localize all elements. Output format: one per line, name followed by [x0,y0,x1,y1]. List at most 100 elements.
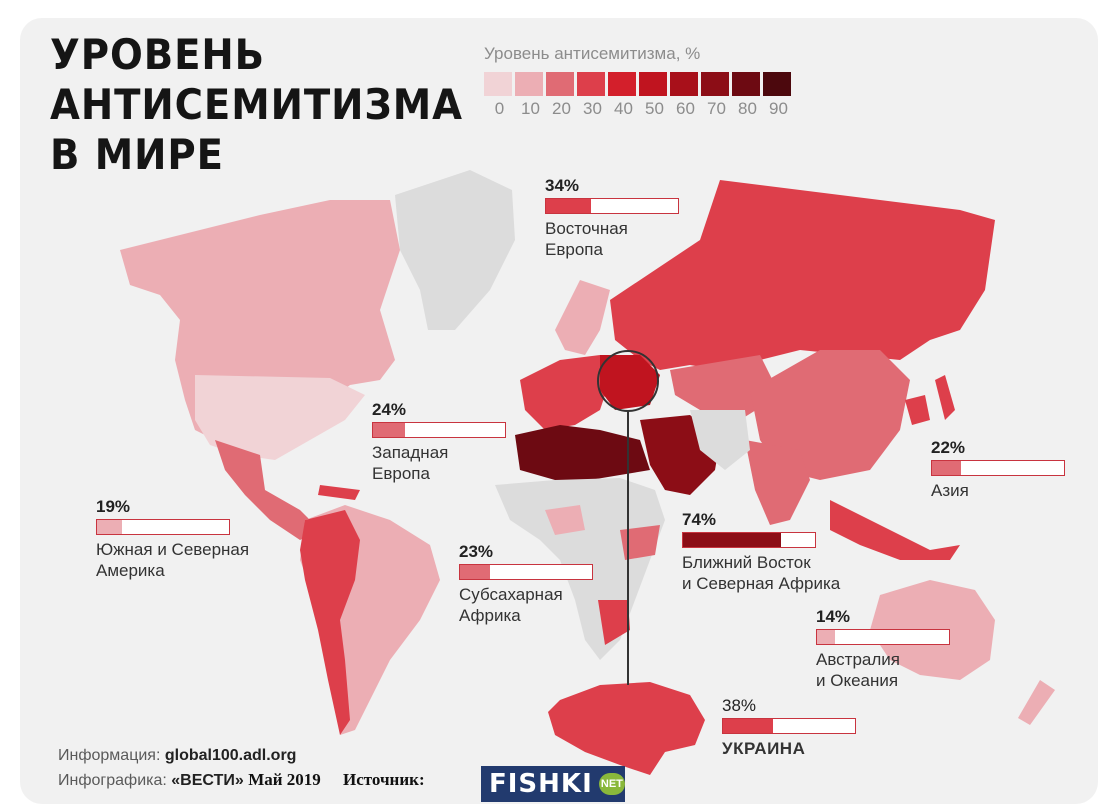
region-australia: 14% Австралия и Океания [816,607,950,691]
infographic-value: «ВЕСТИ» [171,772,244,789]
region-name: Австралия и Океания [816,650,900,690]
region-bar [931,460,1065,476]
legend-tick: 60 [676,99,695,118]
source-label: Источник: [343,770,425,789]
legend-tick: 30 [583,99,602,118]
legend-swatch [546,72,574,96]
western-south-america [300,510,360,735]
legend-tick: 80 [738,99,757,118]
region-western-europe: 24% Западная Европа [372,400,506,484]
region-bar-fill [817,630,836,644]
legend-swatch [701,72,729,96]
legend-swatches [484,72,794,96]
legend-tick: 50 [645,99,664,118]
region-bar-fill [723,719,774,733]
western-europe-map [520,355,610,430]
legend-tick: 40 [614,99,633,118]
scandinavia [555,280,610,355]
north-africa [515,425,650,480]
region-bar-fill [373,423,405,437]
legend-swatch [515,72,543,96]
title-line-2: АНТИСЕМИТИЗМА [50,80,463,129]
infographic-label: Инфографика: [58,772,167,789]
iran-area [690,410,750,470]
region-percent: 74% [682,510,717,529]
region-bar [682,532,816,548]
russia [610,180,995,370]
region-bar-fill [97,520,123,534]
region-sub-saharan-africa: 23% Субсахарная Африка [459,542,593,626]
ukraine-map [548,682,705,775]
region-name: Западная Европа [372,443,449,483]
legend-swatch [639,72,667,96]
legend-swatch [670,72,698,96]
region-eastern-europe: 34% Восточная Европа [545,176,679,260]
region-bar-fill [932,461,962,475]
region-ukraine: 38% УКРАИНА [722,696,856,759]
region-percent: 19% [96,497,131,516]
region-percent: 34% [545,176,580,195]
ssa-highlight-2 [620,525,660,560]
southeast-asia [830,500,960,560]
region-americas: 19% Южная и Северная Америка [96,497,249,581]
china [750,350,910,480]
legend-tick: 20 [552,99,571,118]
footer-info-line: Информация: global100.adl.org [58,744,425,768]
region-percent: 22% [931,438,966,457]
caribbean [318,485,360,500]
footer: Информация: global100.adl.org Инфографик… [58,744,425,793]
title-line-1: УРОВЕНЬ [50,30,266,79]
info-label: Информация: [58,747,161,764]
page-title: УРОВЕНЬ АНТИСЕМИТИЗМА В МИРЕ [50,30,499,180]
region-name: Субсахарная Африка [459,585,563,625]
logo-text: FISHKI [489,769,593,799]
region-bar [459,564,593,580]
legend-swatch [608,72,636,96]
legend-swatch [763,72,791,96]
region-bar [545,198,679,214]
region-asia: 22% Азия [931,438,1065,501]
legend-swatch [484,72,512,96]
region-percent: 38% [722,696,757,715]
ssa-highlight-3 [598,600,630,645]
legend: Уровень антисемитизма, % 0 10 20 30 40 5… [484,44,794,119]
india [745,440,810,525]
mexico-central-america [215,440,320,540]
date: Май 2019 [248,770,321,789]
region-bar [816,629,950,645]
new-zealand [1018,680,1055,725]
legend-tick: 10 [521,99,540,118]
region-name: Южная и Северная Америка [96,540,250,580]
region-name: Ближний Восток и Северная Африка [682,553,841,593]
usa [195,375,365,460]
footer-infographic-line: Инфографика: «ВЕСТИ» Май 2019 Источник: [58,768,425,793]
region-bar-fill [460,565,491,579]
legend-tick: 90 [769,99,788,118]
ssa-highlight-1 [545,505,585,535]
region-bar [96,519,230,535]
eastern-europe-map [600,355,660,410]
title-line-3: В МИРЕ [50,130,224,179]
japan-korea [905,375,955,425]
region-bar-fill [546,199,591,213]
central-asia [670,355,780,420]
region-middle-east: 74% Ближний Восток и Северная Африка [682,510,840,594]
legend-swatch [732,72,760,96]
region-name: УКРАИНА [722,739,806,758]
legend-title: Уровень антисемитизма, % [484,44,701,63]
info-value: global100.adl.org [164,747,297,764]
region-bar [372,422,506,438]
region-percent: 24% [372,400,407,419]
legend-swatch [577,72,605,96]
fishki-logo: FISHKI NET [481,766,625,802]
greenland [395,170,515,330]
logo-badge: NET [598,773,625,795]
legend-ticks: 0 10 20 30 40 50 60 70 80 90 [484,99,794,119]
region-bar-fill [683,533,781,547]
region-name: Восточная Европа [545,219,628,259]
region-name: Азия [931,481,969,500]
region-bar [722,718,856,734]
region-percent: 14% [816,607,851,626]
legend-tick: 0 [494,99,505,118]
